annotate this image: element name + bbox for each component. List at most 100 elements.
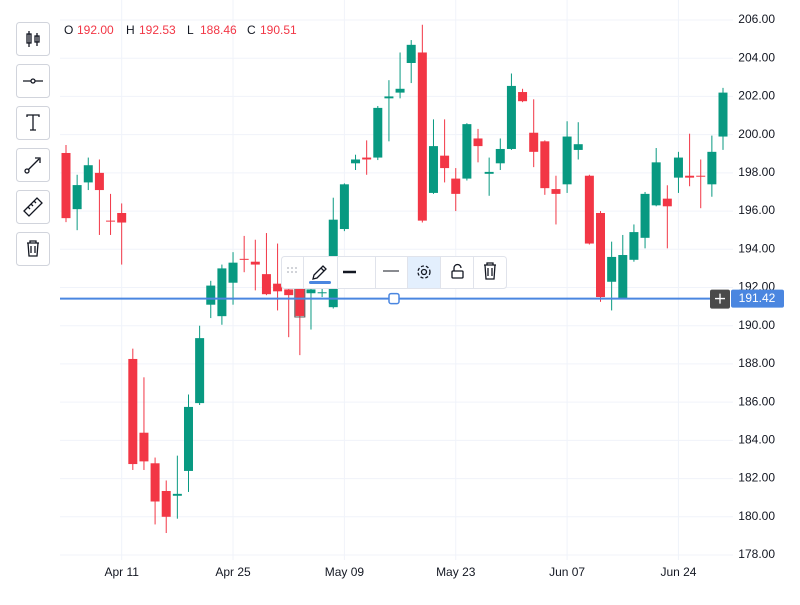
candle-body (384, 96, 394, 99)
legend-key: O (64, 23, 73, 37)
candle-body (607, 256, 617, 282)
y-tick-label: 206.00 (738, 12, 775, 26)
y-tick-label: 180.00 (738, 509, 775, 523)
candle-body (72, 185, 82, 210)
candle-body (128, 358, 138, 465)
ohlc-legend: O 192.00 H 192.53 L 188.46 C 190.51 (64, 23, 297, 37)
candle-body (584, 175, 594, 244)
legend-value: 188.46 (200, 23, 237, 37)
candle-body (206, 285, 216, 305)
y-tick-label: 178.00 (738, 547, 775, 561)
candle-body (618, 255, 628, 299)
drawing-tools (16, 22, 50, 266)
candle-body (217, 268, 227, 317)
candle-body (685, 175, 695, 178)
candle-body (94, 172, 104, 191)
y-tick-label: 188.00 (738, 356, 775, 370)
candle-body (406, 44, 416, 63)
candle-body (161, 490, 171, 517)
candle-body (139, 432, 149, 462)
legend-key: C (247, 23, 256, 37)
candle-body (562, 136, 572, 185)
legend-value: 192.53 (139, 23, 176, 37)
candle-body (373, 107, 383, 158)
x-tick-label: Jun 07 (549, 565, 585, 579)
candle-body (551, 189, 561, 194)
candle-body (250, 261, 260, 265)
floating-toolbar (281, 256, 507, 289)
candle-body (428, 146, 438, 193)
candle-body (662, 198, 672, 207)
candle-body (395, 88, 405, 93)
candle-body (228, 262, 238, 283)
candle-body (239, 258, 249, 260)
candle-body (61, 152, 71, 219)
candle-body (451, 178, 461, 194)
candle-body (295, 287, 305, 316)
candle-body (473, 138, 483, 147)
candle-body (573, 144, 583, 150)
delete-tool[interactable] (16, 232, 50, 266)
legend-key: L (187, 23, 194, 37)
legend-value: 190.51 (260, 23, 297, 37)
y-tick-label: 186.00 (738, 394, 775, 408)
candle-body (150, 463, 160, 502)
y-tick-label: 204.00 (738, 50, 775, 64)
candle-body (306, 289, 316, 294)
candle-body (317, 292, 327, 294)
candle-tool[interactable] (16, 22, 50, 56)
lock-button[interactable] (451, 263, 464, 279)
legend-value: 192.00 (77, 23, 114, 37)
candle-body (495, 148, 505, 164)
candle-body (417, 52, 427, 221)
plot-area: 178.00 180.00 182.00 184.00 186.00 188.00 190.… (60, 0, 784, 579)
measure-tool[interactable] (16, 190, 50, 224)
y-tick-label: 190.00 (738, 318, 775, 332)
candle-body (183, 406, 193, 471)
candle-body (596, 212, 606, 298)
candle-body (629, 232, 639, 260)
color-button[interactable] (312, 265, 327, 280)
price-label: 191.42 (739, 291, 776, 305)
candle-body (351, 159, 361, 164)
settings-button[interactable] (408, 257, 440, 288)
candle-body (640, 193, 650, 238)
candle-body (117, 212, 127, 223)
remove-button[interactable] (484, 262, 496, 280)
line-handle[interactable] (388, 292, 400, 305)
candle-body (540, 141, 550, 189)
y-tick-label: 200.00 (738, 127, 775, 141)
y-tick-label: 184.00 (738, 433, 775, 447)
plus-icon (715, 293, 725, 304)
candle-body (172, 493, 182, 496)
color-swatch (309, 281, 331, 284)
y-tick-label: 202.00 (738, 89, 775, 103)
candle-body (518, 92, 528, 102)
price-label-box (731, 289, 784, 308)
candle-body (462, 124, 472, 179)
y-tick-label: 196.00 (738, 203, 775, 217)
candle-body (673, 157, 683, 178)
y-tick-label: 198.00 (738, 165, 775, 179)
candle-body (106, 220, 116, 222)
drag-handle[interactable] (287, 267, 297, 273)
y-tick-label: 182.00 (738, 471, 775, 485)
x-tick-label: Apr 11 (104, 565, 139, 579)
candle-body (284, 289, 294, 296)
candle-body (261, 274, 271, 295)
candle-body (696, 175, 706, 177)
candle-body (718, 92, 728, 137)
candle-body (339, 184, 349, 230)
candle-body (195, 338, 205, 404)
candle-body (484, 171, 494, 174)
x-tick-label: May 23 (436, 565, 476, 579)
x-tick-label: May 09 (325, 565, 365, 579)
candle-body (651, 162, 661, 206)
candle-body (529, 132, 539, 152)
candle-body (83, 165, 93, 183)
x-tick-label: Jun 24 (660, 565, 696, 579)
candle-body (506, 85, 516, 149)
legend-key: H (126, 23, 135, 37)
